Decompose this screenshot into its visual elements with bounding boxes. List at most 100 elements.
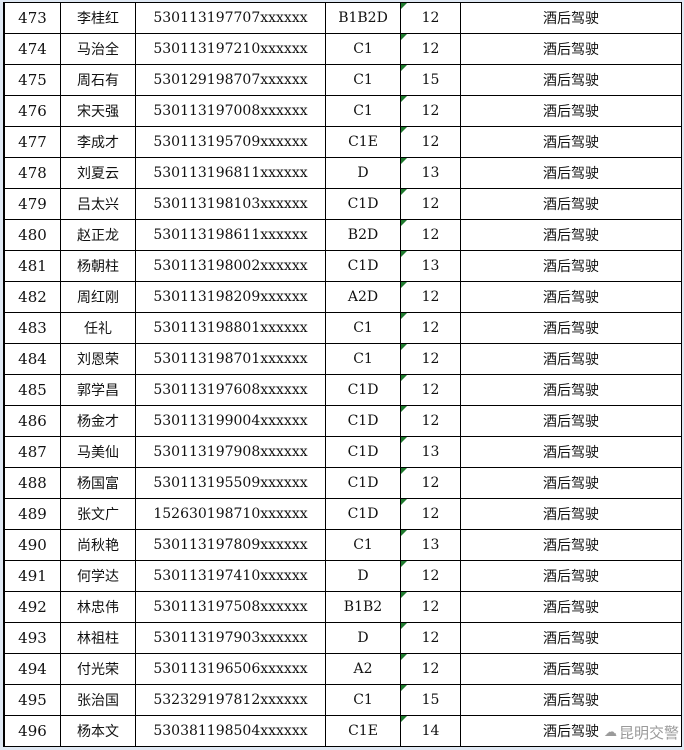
points-cell[interactable]: 12 <box>400 343 461 375</box>
id-number-cell[interactable]: 530113198801xxxxxx <box>135 312 326 344</box>
license-class-cell[interactable]: C1D <box>325 374 401 406</box>
violation-reason-cell[interactable]: 酒后驾驶 <box>460 498 682 530</box>
license-class-cell[interactable]: C1 <box>325 64 401 96</box>
license-class-cell[interactable]: B1B2 <box>325 591 401 623</box>
driver-name-cell[interactable]: 刘夏云 <box>60 157 136 189</box>
id-number-cell[interactable]: 530113197210xxxxxx <box>135 33 326 65</box>
driver-name-cell[interactable]: 吕太兴 <box>60 188 136 220</box>
driver-name-cell[interactable]: 林忠伟 <box>60 591 136 623</box>
violation-reason-cell[interactable]: 酒后驾驶 <box>460 374 682 406</box>
violation-reason-cell[interactable]: 酒后驾驶 <box>460 126 682 158</box>
violation-reason-cell[interactable]: 酒后驾驶 <box>460 157 682 189</box>
row-number-cell[interactable]: 489 <box>4 498 61 530</box>
points-cell[interactable]: 13 <box>400 157 461 189</box>
license-class-cell[interactable]: B1B2D <box>325 2 401 34</box>
id-number-cell[interactable]: 530113198209xxxxxx <box>135 281 326 313</box>
row-number-cell[interactable]: 478 <box>4 157 61 189</box>
row-number-cell[interactable]: 493 <box>4 622 61 654</box>
driver-name-cell[interactable]: 刘恩荣 <box>60 343 136 375</box>
id-number-cell[interactable]: 530113197809xxxxxx <box>135 529 326 561</box>
row-number-cell[interactable]: 473 <box>4 2 61 34</box>
id-number-cell[interactable]: 530113195709xxxxxx <box>135 126 326 158</box>
row-number-cell[interactable]: 484 <box>4 343 61 375</box>
id-number-cell[interactable]: 530381198504xxxxxx <box>135 715 326 747</box>
license-class-cell[interactable]: C1 <box>325 95 401 127</box>
driver-name-cell[interactable]: 张文广 <box>60 498 136 530</box>
row-number-cell[interactable]: 486 <box>4 405 61 437</box>
violation-reason-cell[interactable]: 酒后驾驶 <box>460 653 682 685</box>
violation-reason-cell[interactable]: 酒后驾驶 <box>460 684 682 716</box>
license-class-cell[interactable]: A2D <box>325 281 401 313</box>
license-class-cell[interactable]: C1D <box>325 405 401 437</box>
violation-reason-cell[interactable]: 酒后驾驶 <box>460 33 682 65</box>
points-cell[interactable]: 12 <box>400 188 461 220</box>
driver-name-cell[interactable]: 赵正龙 <box>60 219 136 251</box>
driver-name-cell[interactable]: 张治国 <box>60 684 136 716</box>
driver-name-cell[interactable]: 任礼 <box>60 312 136 344</box>
license-class-cell[interactable]: C1 <box>325 343 401 375</box>
driver-name-cell[interactable]: 郭学昌 <box>60 374 136 406</box>
driver-name-cell[interactable]: 杨国富 <box>60 467 136 499</box>
license-class-cell[interactable]: C1D <box>325 498 401 530</box>
id-number-cell[interactable]: 530113196811xxxxxx <box>135 157 326 189</box>
points-cell[interactable]: 13 <box>400 436 461 468</box>
row-number-cell[interactable]: 488 <box>4 467 61 499</box>
violation-reason-cell[interactable]: 酒后驾驶 <box>460 188 682 220</box>
violation-reason-cell[interactable]: 酒后驾驶 <box>460 715 682 747</box>
row-number-cell[interactable]: 483 <box>4 312 61 344</box>
violation-reason-cell[interactable]: 酒后驾驶 <box>460 281 682 313</box>
license-class-cell[interactable]: B2D <box>325 219 401 251</box>
id-number-cell[interactable]: 530113197707xxxxxx <box>135 2 326 34</box>
id-number-cell[interactable]: 532329197812xxxxxx <box>135 684 326 716</box>
license-class-cell[interactable]: C1D <box>325 436 401 468</box>
violation-reason-cell[interactable]: 酒后驾驶 <box>460 591 682 623</box>
violation-reason-cell[interactable]: 酒后驾驶 <box>460 2 682 34</box>
points-cell[interactable]: 12 <box>400 95 461 127</box>
points-cell[interactable]: 12 <box>400 33 461 65</box>
row-number-cell[interactable]: 487 <box>4 436 61 468</box>
violation-reason-cell[interactable]: 酒后驾驶 <box>460 219 682 251</box>
id-number-cell[interactable]: 530113198002xxxxxx <box>135 250 326 282</box>
points-cell[interactable]: 15 <box>400 684 461 716</box>
points-cell[interactable]: 12 <box>400 591 461 623</box>
id-number-cell[interactable]: 530113197508xxxxxx <box>135 591 326 623</box>
row-number-cell[interactable]: 475 <box>4 64 61 96</box>
license-class-cell[interactable]: C1D <box>325 188 401 220</box>
driver-name-cell[interactable]: 尚秋艳 <box>60 529 136 561</box>
id-number-cell[interactable]: 152630198710xxxxxx <box>135 498 326 530</box>
points-cell[interactable]: 12 <box>400 653 461 685</box>
violation-reason-cell[interactable]: 酒后驾驶 <box>460 343 682 375</box>
id-number-cell[interactable]: 530113197903xxxxxx <box>135 622 326 654</box>
id-number-cell[interactable]: 530113199004xxxxxx <box>135 405 326 437</box>
points-cell[interactable]: 12 <box>400 560 461 592</box>
license-class-cell[interactable]: C1E <box>325 715 401 747</box>
points-cell[interactable]: 12 <box>400 219 461 251</box>
license-class-cell[interactable]: C1 <box>325 684 401 716</box>
license-class-cell[interactable]: C1 <box>325 312 401 344</box>
driver-name-cell[interactable]: 杨朝柱 <box>60 250 136 282</box>
points-cell[interactable]: 13 <box>400 529 461 561</box>
points-cell[interactable]: 13 <box>400 250 461 282</box>
id-number-cell[interactable]: 530129198707xxxxxx <box>135 64 326 96</box>
id-number-cell[interactable]: 530113198103xxxxxx <box>135 188 326 220</box>
violation-reason-cell[interactable]: 酒后驾驶 <box>460 529 682 561</box>
row-number-cell[interactable]: 479 <box>4 188 61 220</box>
points-cell[interactable]: 15 <box>400 64 461 96</box>
driver-name-cell[interactable]: 马治全 <box>60 33 136 65</box>
row-number-cell[interactable]: 491 <box>4 560 61 592</box>
points-cell[interactable]: 12 <box>400 281 461 313</box>
driver-name-cell[interactable]: 周红刚 <box>60 281 136 313</box>
id-number-cell[interactable]: 530113197008xxxxxx <box>135 95 326 127</box>
points-cell[interactable]: 12 <box>400 405 461 437</box>
id-number-cell[interactable]: 530113195509xxxxxx <box>135 467 326 499</box>
row-number-cell[interactable]: 474 <box>4 33 61 65</box>
points-cell[interactable]: 12 <box>400 467 461 499</box>
id-number-cell[interactable]: 530113197608xxxxxx <box>135 374 326 406</box>
points-cell[interactable]: 12 <box>400 2 461 34</box>
violation-reason-cell[interactable]: 酒后驾驶 <box>460 622 682 654</box>
violation-reason-cell[interactable]: 酒后驾驶 <box>460 64 682 96</box>
row-number-cell[interactable]: 492 <box>4 591 61 623</box>
row-number-cell[interactable]: 494 <box>4 653 61 685</box>
id-number-cell[interactable]: 530113196506xxxxxx <box>135 653 326 685</box>
points-cell[interactable]: 12 <box>400 126 461 158</box>
